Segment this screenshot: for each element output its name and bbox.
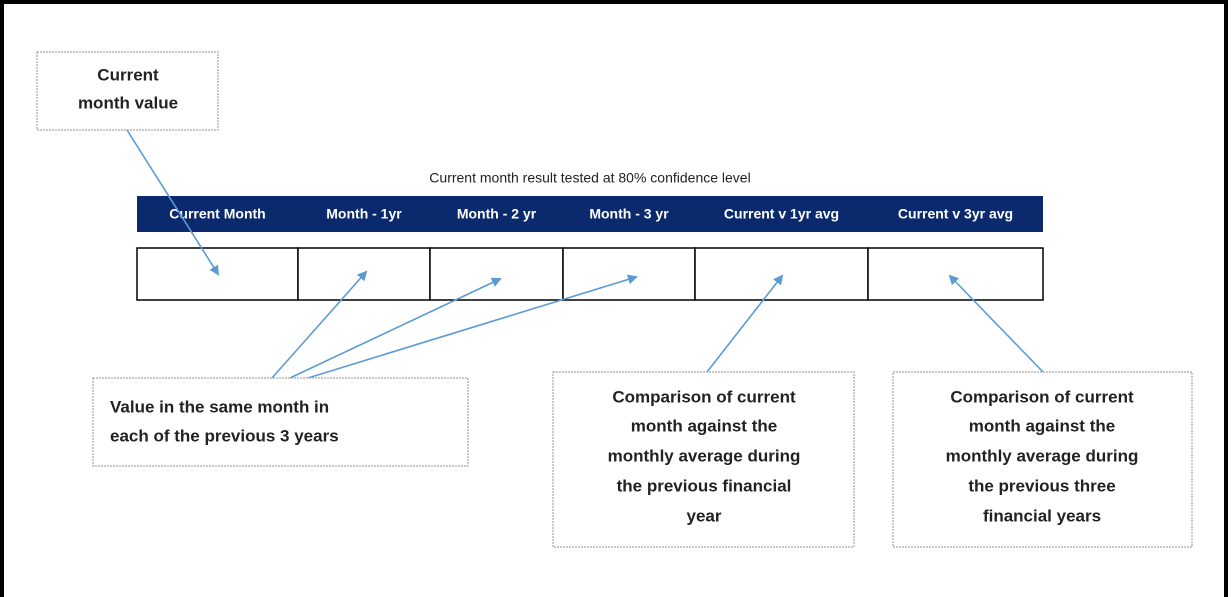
column-header: Current v 1yr avg <box>724 206 839 222</box>
callout-box <box>36 51 219 131</box>
callout-text: month value <box>78 93 178 112</box>
column-header: Month - 2 yr <box>457 206 537 222</box>
callout-text: Comparison of current <box>950 387 1134 406</box>
table-cell <box>562 247 696 301</box>
table-caption: Current month result tested at 80% confi… <box>429 170 750 186</box>
callout-box <box>892 371 1193 548</box>
callout-text: Comparison of current <box>612 387 796 406</box>
arrow <box>307 274 638 379</box>
column-header: Month - 3 yr <box>589 206 669 222</box>
callout-box <box>552 371 855 548</box>
column-header: Current v 3yr avg <box>898 206 1013 222</box>
callout-text: monthly average during <box>946 446 1139 465</box>
table-cell <box>429 247 564 301</box>
callout-text: the previous financial <box>617 476 792 495</box>
callout-text: month against the <box>631 416 777 435</box>
arrow <box>948 274 1044 373</box>
callout-box <box>92 377 469 467</box>
column-header: Month - 1yr <box>326 206 402 222</box>
arrow <box>706 274 784 373</box>
arrow <box>271 270 368 379</box>
header-row <box>137 196 1043 232</box>
table-cell <box>694 247 869 301</box>
callout-text: monthly average during <box>608 446 801 465</box>
arrow <box>126 129 220 276</box>
arrow <box>289 277 502 379</box>
callout-text: month against the <box>969 416 1115 435</box>
table-cell <box>867 247 1044 301</box>
callout-text: each of the previous 3 years <box>110 426 339 445</box>
callout-text: year <box>687 506 722 525</box>
callout-text: Value in the same month in <box>110 397 329 416</box>
callout-text: the previous three <box>968 476 1115 495</box>
column-header: Current Month <box>169 206 265 222</box>
callout-text: Current <box>97 65 159 84</box>
callout-text: financial years <box>983 506 1101 525</box>
